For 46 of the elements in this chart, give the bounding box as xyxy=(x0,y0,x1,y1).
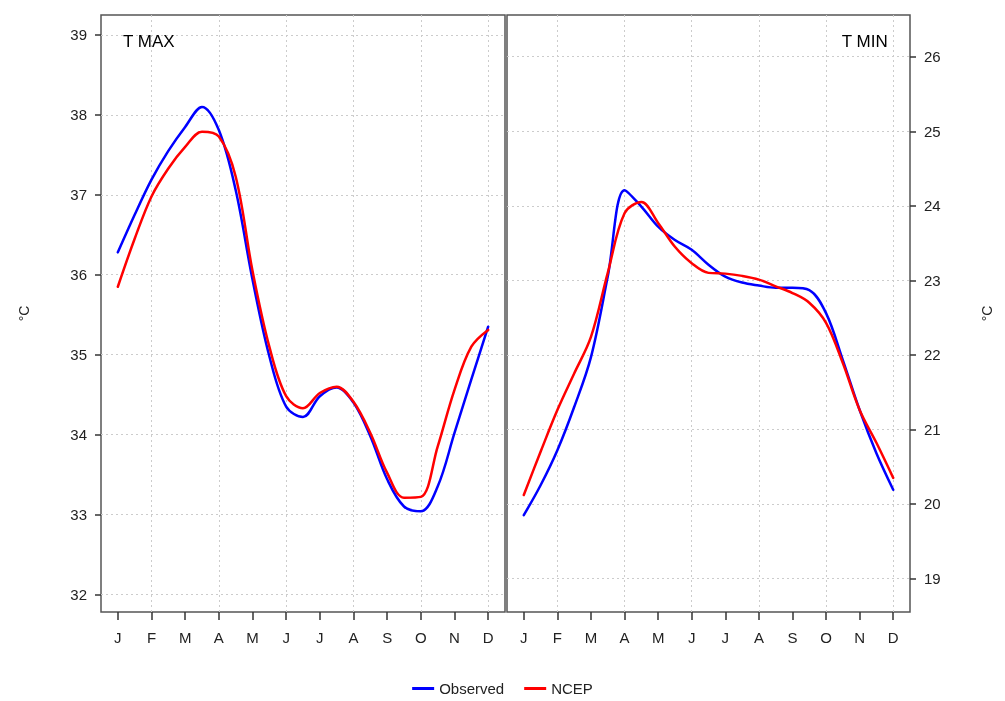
x-tick-label: S xyxy=(787,629,798,646)
x-tick-label: A xyxy=(348,629,359,646)
legend-label: Observed xyxy=(439,680,505,697)
x-tick-label: A xyxy=(213,629,224,646)
x-tick-label: D xyxy=(887,629,899,646)
x-tick-label: J xyxy=(316,629,324,646)
y-axis-title: °C xyxy=(979,305,995,322)
y-tick-label: 21 xyxy=(924,420,941,438)
x-tick-label: J xyxy=(114,629,122,646)
y-tick-label: 37 xyxy=(70,186,87,204)
y-tick-label: 24 xyxy=(924,197,941,215)
y-tick-label: 26 xyxy=(924,48,941,66)
text: T MIN xyxy=(841,32,888,51)
x-tick-label: D xyxy=(482,629,494,646)
y-tick-label: 32 xyxy=(70,585,87,603)
y-tick-label: 25 xyxy=(924,122,941,140)
x-tick-label: J xyxy=(687,629,696,646)
x-tick-label: N xyxy=(854,629,866,646)
x-tick-label: J xyxy=(520,629,528,646)
x-tick-label: O xyxy=(415,629,427,646)
y-tick-label: 34 xyxy=(70,426,87,444)
x-tick-label: S xyxy=(382,629,393,646)
x-tick-label: M xyxy=(584,629,598,646)
x-tick-label: J xyxy=(282,629,290,646)
x-tick-label: O xyxy=(820,629,832,646)
text: T MAX xyxy=(123,32,175,51)
legend-label: NCEP xyxy=(551,680,593,697)
y-tick-label: 22 xyxy=(924,346,941,364)
y-tick-label: 33 xyxy=(70,506,87,523)
y-tick-label: 38 xyxy=(70,106,87,124)
y-tick-label: 39 xyxy=(70,26,87,44)
x-tick-label: A xyxy=(753,629,764,646)
x-tick-label: M xyxy=(178,629,192,646)
y-tick-label: 23 xyxy=(924,271,941,289)
x-tick-label: M xyxy=(651,629,665,646)
y-tick-label: 19 xyxy=(924,569,941,587)
y-tick-label: 35 xyxy=(70,346,87,364)
y-axis-title: °C xyxy=(16,305,32,322)
x-tick-label: F xyxy=(146,629,157,646)
x-tick-label: N xyxy=(449,629,460,646)
x-tick-label: F xyxy=(552,629,562,646)
y-tick-label: 36 xyxy=(70,266,87,284)
x-tick-label: A xyxy=(619,629,630,646)
x-tick-label: J xyxy=(721,629,730,646)
y-tick-label: 20 xyxy=(924,495,941,513)
x-tick-label: M xyxy=(246,629,259,646)
